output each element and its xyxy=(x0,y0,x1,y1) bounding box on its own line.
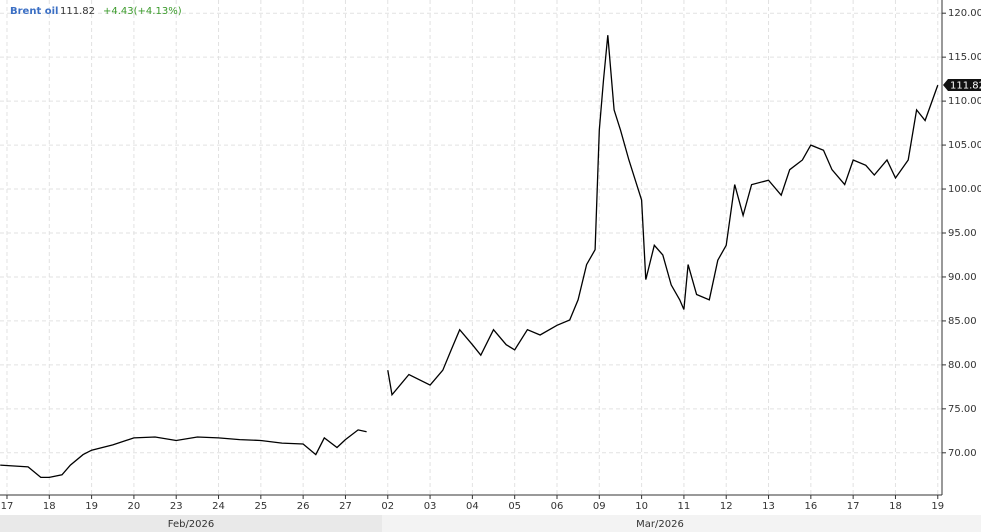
x-tick-label: 25 xyxy=(254,501,267,512)
x-tick-label: 05 xyxy=(508,501,521,512)
x-tick-label: 18 xyxy=(43,501,56,512)
y-tick-label: 85.00 xyxy=(948,316,977,327)
header-change: +4.43(+4.13%) xyxy=(103,6,182,17)
price-tag xyxy=(943,79,981,91)
x-tick-label: 18 xyxy=(889,501,902,512)
y-tick-label: 120.00 xyxy=(948,8,981,19)
x-tick-label: 23 xyxy=(170,501,183,512)
y-tick-label: 100.00 xyxy=(948,184,981,195)
price-tag-label: 111.82 xyxy=(950,81,981,92)
x-tick-label: 09 xyxy=(593,501,606,512)
instrument-name: Brent oil xyxy=(10,6,58,17)
x-tick-label: 13 xyxy=(762,501,775,512)
y-tick-label: 70.00 xyxy=(948,448,977,459)
header-price: 111.82 xyxy=(60,6,95,17)
month-band xyxy=(0,515,382,532)
x-tick-label: 03 xyxy=(424,501,437,512)
month-label: Mar/2026 xyxy=(636,519,684,530)
x-tick-label: 06 xyxy=(551,501,564,512)
x-tick-label: 20 xyxy=(128,501,141,512)
x-tick-label: 26 xyxy=(297,501,310,512)
y-tick-label: 75.00 xyxy=(948,404,977,415)
x-tick-label: 10 xyxy=(635,501,648,512)
price-line xyxy=(0,35,939,479)
x-tick-label: 02 xyxy=(381,501,394,512)
y-tick-label: 95.00 xyxy=(948,228,977,239)
x-tick-label: 17 xyxy=(1,501,14,512)
x-tick-label: 17 xyxy=(847,501,860,512)
x-tick-label: 16 xyxy=(804,501,817,512)
x-tick-label: 19 xyxy=(85,501,98,512)
x-tick-label: 12 xyxy=(720,501,733,512)
y-tick-label: 105.00 xyxy=(948,140,981,151)
x-tick-label: 27 xyxy=(339,501,352,512)
x-tick-label: 11 xyxy=(678,501,691,512)
month-band xyxy=(382,515,981,532)
y-tick-label: 115.00 xyxy=(948,52,981,63)
y-tick-label: 90.00 xyxy=(948,272,977,283)
y-tick-label: 110.00 xyxy=(948,96,981,107)
x-tick-label: 19 xyxy=(931,501,944,512)
y-tick-label: 80.00 xyxy=(948,360,977,371)
month-label: Feb/2026 xyxy=(168,519,215,530)
x-tick-label: 04 xyxy=(466,501,479,512)
x-tick-label: 24 xyxy=(212,501,225,512)
